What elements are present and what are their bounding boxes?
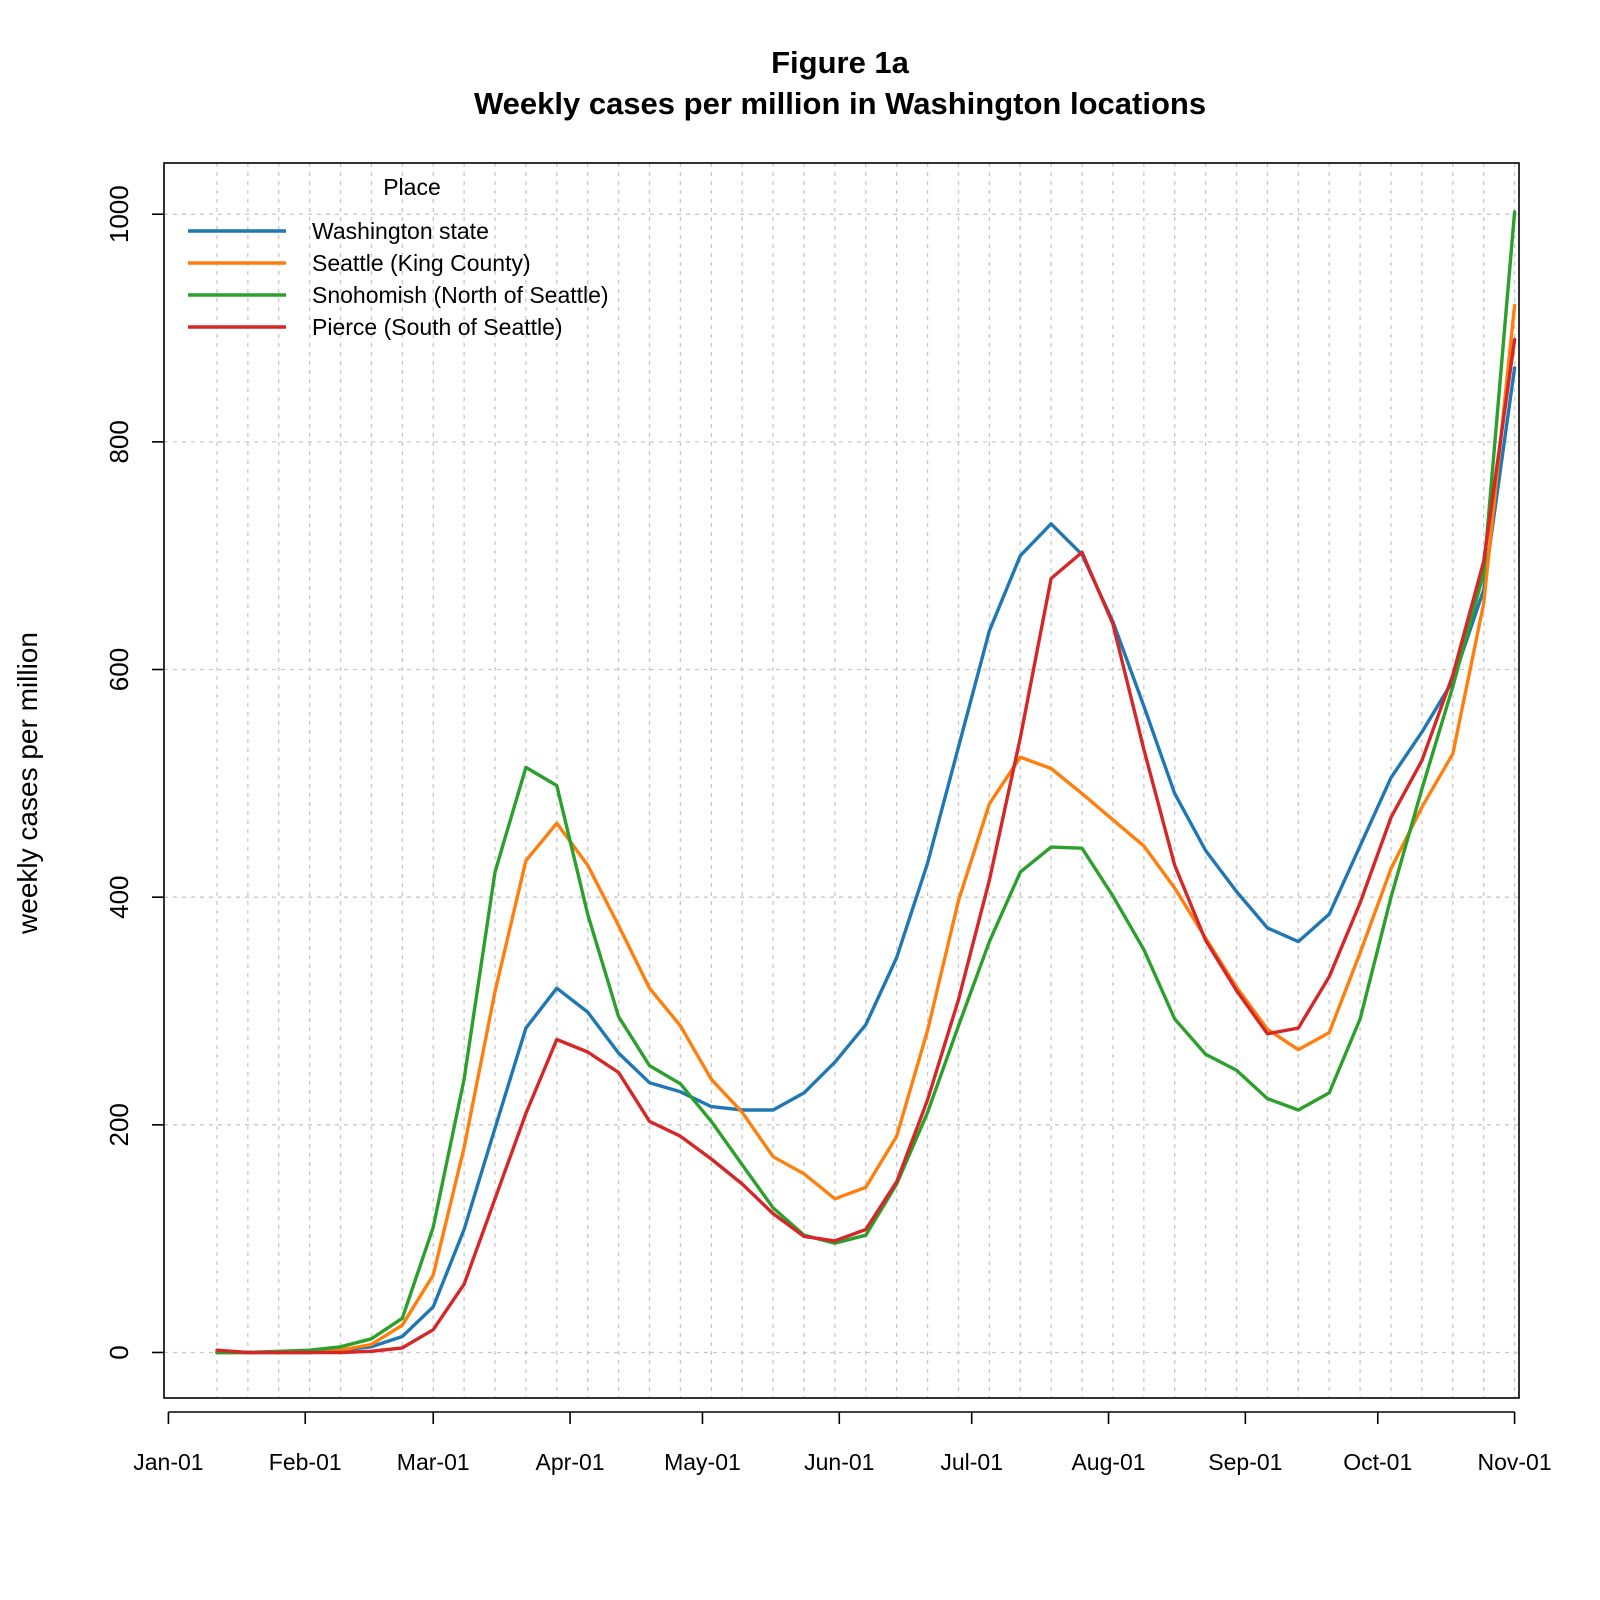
y-tick-label: 1000 [104, 185, 134, 243]
legend-label: Snohomish (North of Seattle) [312, 282, 609, 308]
chart-title: Figure 1a [771, 45, 910, 80]
legend-label: Seattle (King County) [312, 250, 531, 276]
x-tick-label: Aug-01 [1071, 1449, 1145, 1475]
x-tick-label: May-01 [664, 1449, 741, 1475]
chart-subtitle: Weekly cases per million in Washington l… [474, 86, 1206, 121]
x-tick-label: Jun-01 [804, 1449, 874, 1475]
y-tick-label: 200 [104, 1103, 134, 1146]
legend: Place Washington state Seattle (King Coun… [188, 174, 609, 340]
x-tick-label: Oct-01 [1343, 1449, 1412, 1475]
series-line-3 [215, 210, 1517, 1355]
x-tick-label: Mar-01 [397, 1449, 470, 1475]
y-tick-label: 800 [104, 420, 134, 463]
legend-items: Washington state Seattle (King County) Sno… [188, 218, 609, 340]
y-tick-label: 0 [104, 1345, 134, 1359]
x-tick-label: Apr-01 [536, 1449, 605, 1475]
grid-lines [164, 163, 1519, 1398]
series-line-4 [215, 337, 1517, 1355]
series-line-2 [215, 303, 1517, 1355]
legend-title: Place [383, 174, 441, 200]
x-tick-label: Nov-01 [1478, 1449, 1552, 1475]
legend-label: Pierce (South of Seattle) [312, 314, 563, 340]
x-tick-label: Jul-01 [940, 1449, 1003, 1475]
legend-label: Washington state [312, 218, 489, 244]
x-axis: Jan-01 Feb-01 Mar-01 Apr-01 May-01 Jun-01 Jul-… [133, 1411, 1552, 1475]
x-tick-label: Feb-01 [269, 1449, 342, 1475]
x-tick-label: Jan-01 [133, 1449, 203, 1475]
series-lines [215, 210, 1517, 1355]
y-axis-label: weekly cases per million [12, 632, 43, 935]
plot-frame [163, 162, 1520, 1399]
y-tick-label: 400 [104, 875, 134, 918]
series-line-1 [215, 366, 1517, 1355]
x-tick-label: Sep-01 [1208, 1449, 1282, 1475]
y-axis: 0 200 400 600 800 1000 [104, 185, 164, 1360]
y-tick-label: 600 [104, 648, 134, 691]
